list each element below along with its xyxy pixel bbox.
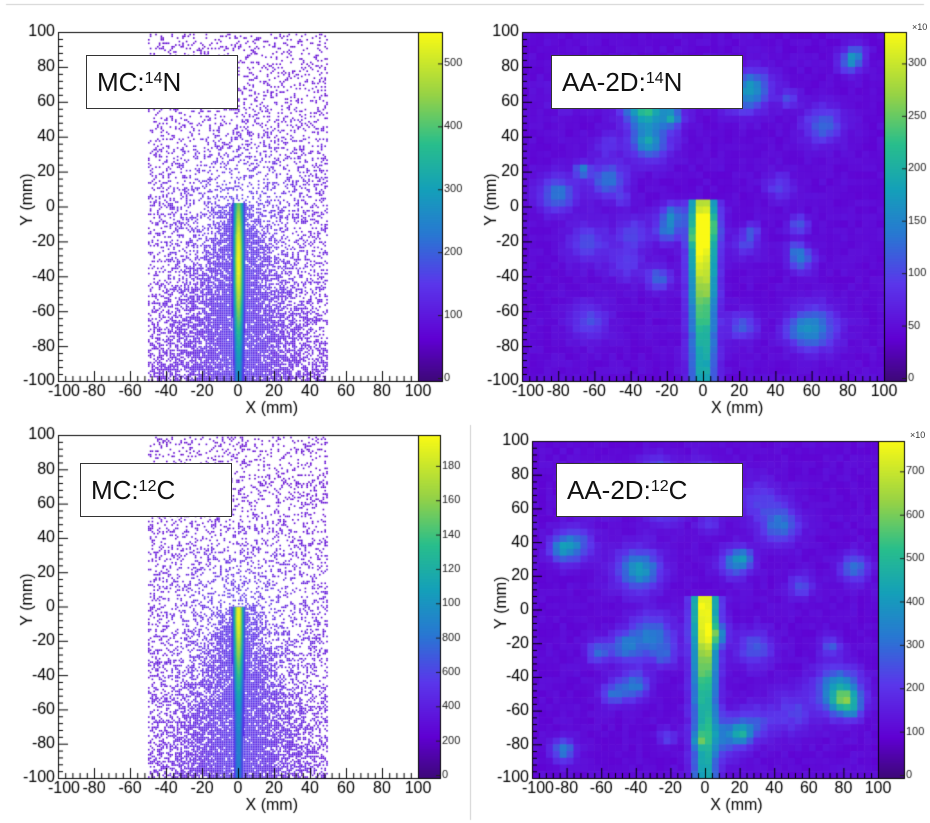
panel-3-label-symbol: C <box>156 474 176 505</box>
panel-4-label-mass: 12 <box>650 478 669 495</box>
panel-2-label-prefix: AA-2D: <box>562 66 646 97</box>
panel-3-label: MC: 12 C <box>80 463 232 517</box>
panel-2-label: AA-2D: 14 N <box>551 55 743 109</box>
panel-4-label-symbol: C <box>668 474 688 505</box>
panel-4-label: AA-2D: 12 C <box>556 463 743 517</box>
panel-1-label: MC: 14 N <box>86 55 238 109</box>
panel-3-label-prefix: MC: <box>91 474 139 505</box>
panel-2-label-symbol: N <box>663 66 683 97</box>
panel-1-label-mass: 14 <box>144 70 163 87</box>
panel-4-label-prefix: AA-2D: <box>567 474 651 505</box>
panel-1-label-symbol: N <box>162 66 182 97</box>
panel-2-label-mass: 14 <box>645 70 664 87</box>
panel-3-label-mass: 12 <box>138 478 157 495</box>
panel-4-colorbar-multiplier: ×10 <box>910 430 926 440</box>
panel-1-label-prefix: MC: <box>97 66 145 97</box>
panel-2-colorbar-multiplier: ×10 <box>912 22 928 32</box>
